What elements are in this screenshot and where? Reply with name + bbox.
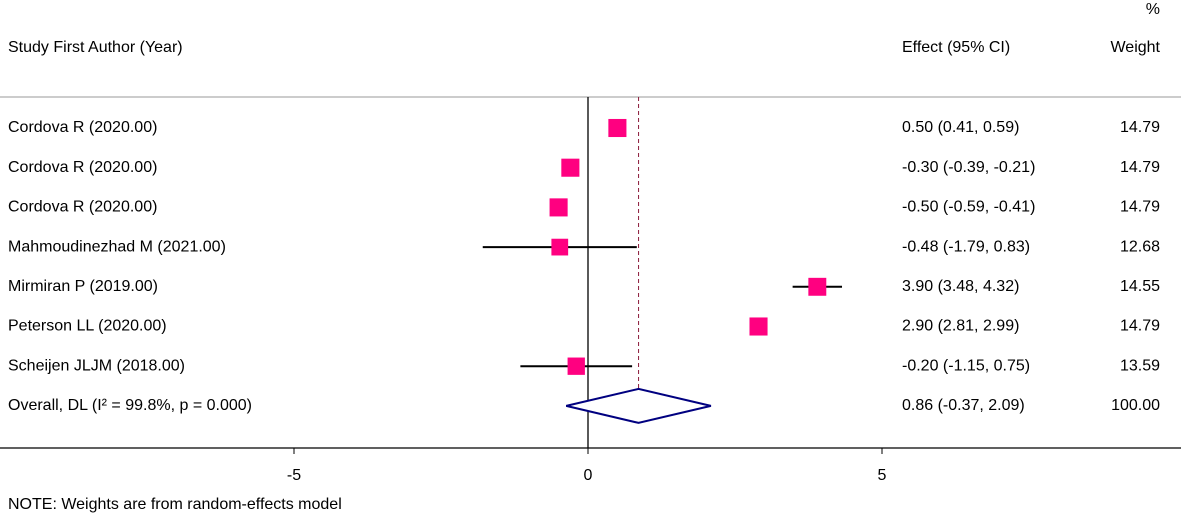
ci-label: -0.48 (-1.79, 0.83) bbox=[902, 238, 1030, 255]
effect-marker bbox=[808, 277, 827, 296]
weight-label: 14.79 bbox=[1120, 199, 1160, 216]
weight-label: 14.55 bbox=[1120, 278, 1160, 295]
effect-marker bbox=[561, 158, 580, 177]
x-tick-label: -5 bbox=[287, 467, 301, 484]
overall-label: Overall, DL (I² = 99.8%, p = 0.000) bbox=[8, 397, 252, 414]
weight-header: Weight bbox=[1110, 39, 1160, 56]
effect-marker bbox=[551, 238, 569, 256]
ci-label: -0.20 (-1.15, 0.75) bbox=[902, 357, 1030, 374]
effect-marker bbox=[549, 198, 568, 217]
ci-label: 2.90 (2.81, 2.99) bbox=[902, 318, 1019, 335]
study-label: Cordova R (2020.00) bbox=[8, 119, 157, 136]
x-tick-label: 0 bbox=[584, 467, 593, 484]
effect-marker bbox=[567, 357, 585, 375]
study-label: Cordova R (2020.00) bbox=[8, 199, 157, 216]
weight-label: 14.79 bbox=[1120, 159, 1160, 176]
weight-label: 14.79 bbox=[1120, 318, 1160, 335]
effect-header: Effect (95% CI) bbox=[902, 39, 1010, 56]
weight-label: 100.00 bbox=[1111, 397, 1160, 414]
study-label: Scheijen JLJM (2018.00) bbox=[8, 357, 185, 374]
note: NOTE: Weights are from random-effects mo… bbox=[8, 496, 342, 513]
study-label: Mirmiran P (2019.00) bbox=[8, 278, 158, 295]
ci-label: 0.50 (0.41, 0.59) bbox=[902, 119, 1019, 136]
weight-header-top: % bbox=[1146, 1, 1160, 18]
ci-label: -0.50 (-0.59, -0.41) bbox=[902, 199, 1035, 216]
weight-label: 14.79 bbox=[1120, 119, 1160, 136]
weight-label: 12.68 bbox=[1120, 238, 1160, 255]
ci-label: -0.30 (-0.39, -0.21) bbox=[902, 159, 1035, 176]
ci-label: 0.86 (-0.37, 2.09) bbox=[902, 397, 1025, 414]
study-label: Cordova R (2020.00) bbox=[8, 159, 157, 176]
overall-diamond bbox=[566, 387, 712, 424]
weight-label: 13.59 bbox=[1120, 357, 1160, 374]
study-label: Peterson LL (2020.00) bbox=[8, 318, 167, 335]
x-tick-label: 5 bbox=[878, 467, 887, 484]
effect-marker bbox=[749, 317, 768, 336]
study-label: Mahmoudinezhad M (2021.00) bbox=[8, 238, 226, 255]
ci-label: 3.90 (3.48, 4.32) bbox=[902, 278, 1019, 295]
effect-marker bbox=[608, 118, 627, 138]
study-header: Study First Author (Year) bbox=[8, 39, 183, 56]
